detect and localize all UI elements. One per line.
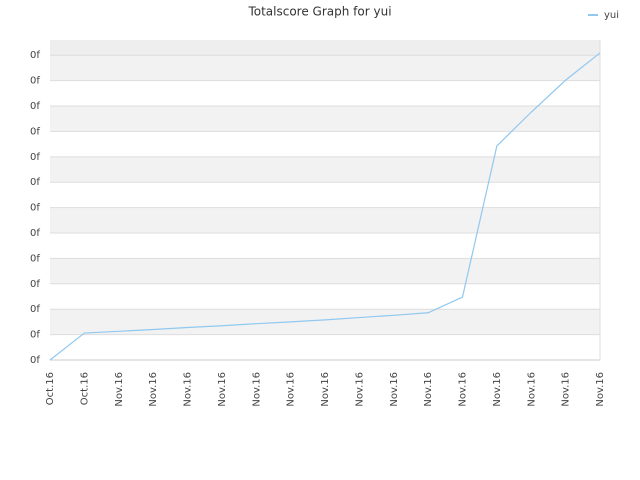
y-tick-label: 0f [30,203,40,214]
grid-band [50,207,600,234]
x-tick-label: Nov.16 [389,372,400,407]
x-tick-label: Nov.16 [217,372,228,407]
grid-band [50,80,600,107]
grid-band [50,258,600,284]
x-tick-label: Oct.16 [79,372,90,405]
x-tick-label: Nov.16 [595,372,606,407]
y-tick-label: 0f [30,304,40,315]
y-tick-label: 0f [30,177,40,188]
chart-title: Totalscore Graph for yui [247,5,391,19]
y-tick-label: 0f [30,355,40,366]
y-tick-label: 0f [30,253,40,264]
y-tick-label: 0f [30,50,40,61]
y-tick-label: 0f [30,330,40,341]
x-tick-label: Nov.16 [114,372,125,407]
x-tick-label: Nov.16 [458,372,469,407]
y-tick-label: 0f [30,279,40,290]
grid-band [50,131,600,157]
x-tick-label: Nov.16 [148,372,159,407]
line-series [49,52,601,361]
grid-band [50,334,600,360]
y-tick-label: 0f [30,101,40,112]
x-tick-label: Nov.16 [286,372,297,407]
grid-band [50,182,600,208]
y-tick-label: 0f [30,76,40,87]
legend-label: yui [604,10,619,21]
x-tick-label: Oct.16 [45,372,56,405]
x-tick-label: Nov.16 [354,372,365,407]
grid-band [50,283,600,310]
x-tick-label: Nov.16 [423,372,434,407]
grid-band [50,156,600,183]
grid-band [50,233,600,259]
x-tick-label: Nov.16 [492,372,503,407]
x-tick-label: Nov.16 [561,372,572,407]
y-tick-label: 0f [30,126,40,137]
grid-band [50,106,600,132]
y-tick-label: 0f [30,152,40,163]
x-tick-label: Nov.16 [251,372,262,407]
x-tick-label: Nov.16 [320,372,331,407]
y-tick-label: 0f [30,228,40,239]
grid-band [50,55,600,81]
x-tick-label: Nov.16 [183,372,194,407]
x-tick-label: Nov.16 [526,372,537,407]
